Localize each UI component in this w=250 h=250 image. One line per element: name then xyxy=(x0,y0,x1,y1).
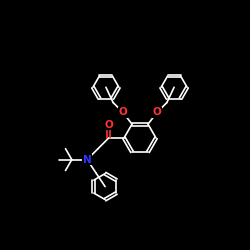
Text: O: O xyxy=(119,108,128,118)
Text: O: O xyxy=(104,120,113,130)
Text: O: O xyxy=(152,108,162,118)
Text: N: N xyxy=(83,154,92,164)
